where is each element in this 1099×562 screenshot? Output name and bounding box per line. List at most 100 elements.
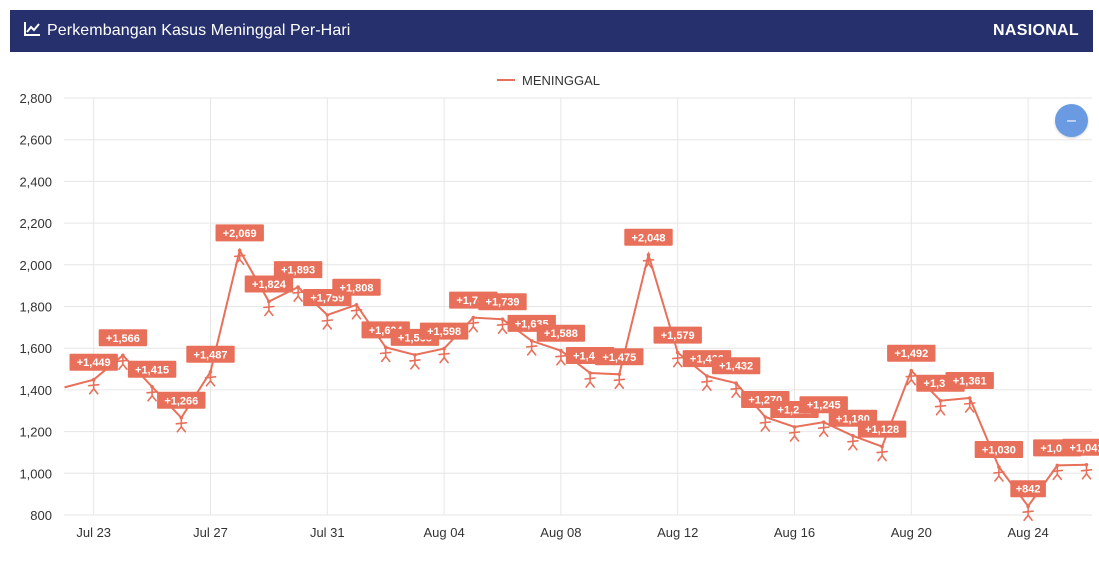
data-label-bg: [157, 391, 206, 409]
data-point: [1080, 463, 1093, 480]
data-point: [175, 416, 188, 433]
legend: MENINGGAL: [497, 73, 600, 88]
x-tick-label: Aug 04: [423, 525, 464, 540]
point-marker-icon: [1080, 465, 1093, 480]
data-point: [117, 353, 129, 371]
x-tick-label: Aug 24: [1007, 525, 1048, 540]
point-marker-head: [500, 317, 505, 321]
data-point: [233, 248, 246, 266]
y-tick-label: 1,400: [19, 383, 52, 398]
data-label: +2,048: [624, 228, 673, 246]
data-label: +1,475: [595, 348, 644, 366]
data-label: +1,266: [157, 391, 206, 409]
data-label: +1,739: [478, 293, 527, 311]
data-label-bg: [1062, 438, 1099, 456]
y-tick-label: 1,000: [19, 466, 52, 481]
data-point: [467, 315, 480, 333]
data-point: [701, 374, 713, 391]
data-label: +1,245: [799, 396, 848, 414]
data-point: [642, 253, 655, 270]
point-marker-head: [325, 313, 330, 317]
point-marker-icon: [292, 288, 304, 302]
data-label-bg: [419, 322, 469, 340]
data-label-text: +1,361: [953, 376, 987, 388]
point-marker-head: [150, 385, 154, 389]
y-tick-label: 1,200: [19, 425, 52, 440]
point-marker-icon: [438, 349, 450, 364]
data-label-text: +1,824: [252, 279, 287, 291]
data-point: [730, 381, 742, 399]
point-marker-icon: [146, 387, 158, 402]
data-label-text: +1,487: [194, 349, 228, 361]
data-label-bg: [186, 345, 235, 363]
data-label-text: +1,449: [77, 357, 111, 369]
data-label-bg: [887, 344, 936, 362]
data-label-bg: [273, 261, 323, 279]
point-marker-head: [734, 381, 738, 385]
point-marker-icon: [321, 316, 334, 330]
data-label: +1,598: [419, 322, 469, 340]
data-point: [584, 371, 596, 388]
point-marker-icon: [175, 418, 188, 433]
data-label-bg: [974, 441, 1024, 458]
data-point: [525, 339, 538, 356]
point-marker-icon: [847, 436, 859, 451]
data-point: [438, 346, 450, 364]
point-marker-icon: [117, 356, 129, 371]
point-marker-icon: [467, 318, 480, 333]
data-label-text: +1,588: [544, 328, 578, 340]
point-marker-head: [179, 416, 184, 420]
data-label-text: +1,492: [894, 348, 928, 360]
data-label-text: +2,048: [632, 232, 666, 244]
point-marker-head: [1084, 463, 1089, 467]
data-label: +1,893: [273, 261, 323, 279]
point-marker-icon: [379, 348, 392, 363]
data-point: [409, 353, 421, 370]
data-point: [934, 398, 947, 416]
data-label-bg: [624, 228, 673, 246]
point-marker-head: [1026, 504, 1030, 508]
point-marker-head: [413, 353, 417, 357]
data-label-bg: [945, 372, 994, 389]
x-tick-label: Aug 20: [891, 525, 932, 540]
data-label-text: +1,128: [865, 424, 899, 436]
data-point: [204, 370, 217, 387]
point-marker-head: [646, 253, 651, 257]
point-marker-head: [442, 346, 446, 351]
point-marker-icon: [788, 428, 801, 442]
zoom-out-button[interactable]: –: [1055, 104, 1088, 137]
point-marker-head: [851, 434, 855, 438]
point-marker-icon: [525, 342, 538, 356]
point-marker-head: [909, 368, 914, 373]
data-point: [1051, 463, 1064, 481]
data-label: +1,492: [887, 344, 936, 362]
data-point: [146, 385, 158, 402]
data-label: +1,449: [69, 353, 118, 371]
point-marker-icon: [204, 372, 217, 387]
data-label: +1,588: [536, 324, 586, 342]
y-tick-label: 800: [30, 508, 52, 523]
point-marker-icon: [817, 423, 830, 438]
point-marker-head: [121, 353, 125, 358]
data-point: [292, 285, 304, 302]
x-tick-label: Aug 16: [774, 525, 815, 540]
data-label: +1,030: [974, 441, 1024, 458]
data-point: [87, 377, 100, 395]
point-marker-icon: [1051, 466, 1064, 481]
data-point: [876, 444, 888, 462]
data-label-text: +1,041: [1070, 442, 1099, 454]
data-label-bg: [595, 348, 644, 366]
x-tick-label: Aug 12: [657, 525, 698, 540]
chart-header: Perkembangan Kasus Meninggal Per-Hari NA…: [10, 10, 1093, 52]
data-label-text: +1,245: [807, 400, 841, 412]
point-marker-icon: [555, 351, 567, 366]
point-marker-head: [997, 465, 1001, 469]
data-point: [321, 313, 334, 330]
data-label-text: +1,415: [135, 364, 169, 376]
data-label-text: +1,475: [602, 352, 636, 364]
point-marker-head: [383, 345, 388, 350]
data-label-bg: [536, 324, 586, 342]
data-label: +1,566: [98, 329, 148, 347]
data-label-bg: [127, 360, 177, 378]
data-point: [379, 345, 392, 363]
